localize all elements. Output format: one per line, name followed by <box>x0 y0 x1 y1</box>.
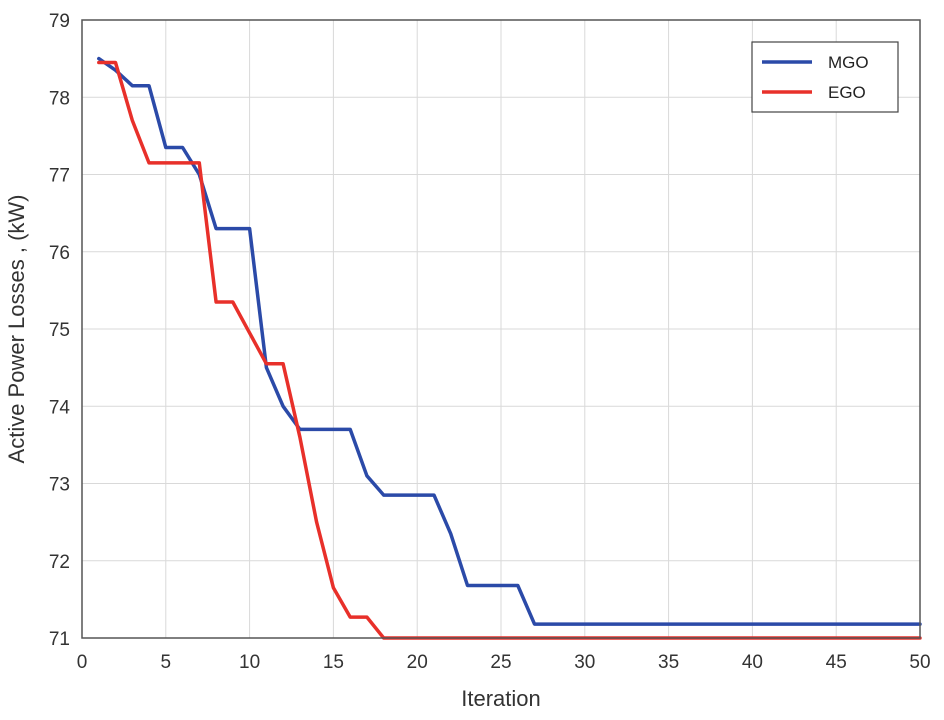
y-tick-label: 75 <box>49 320 70 341</box>
x-tick-label: 25 <box>490 652 511 673</box>
legend-label-mgo: MGO <box>828 53 869 72</box>
x-tick-label: 20 <box>407 652 428 673</box>
x-tick-label: 10 <box>239 652 260 673</box>
y-tick-label: 72 <box>49 552 70 573</box>
y-tick-labels: 71 72 73 74 75 76 77 78 79 <box>49 11 71 650</box>
y-tick-label: 78 <box>49 88 70 109</box>
x-tick-label: 5 <box>161 652 172 673</box>
x-tick-label: 30 <box>574 652 595 673</box>
x-tick-label: 40 <box>742 652 763 673</box>
y-tick-label: 71 <box>49 629 70 650</box>
y-tick-label: 77 <box>49 166 70 187</box>
x-tick-label: 0 <box>77 652 88 673</box>
x-axis-label: Iteration <box>461 686 541 711</box>
series-line-mgo <box>97 56 922 626</box>
y-tick-label: 73 <box>49 475 70 496</box>
y-axis-label: Active Power Losses , (kW) <box>4 195 29 464</box>
y-tick-label: 76 <box>49 243 70 264</box>
plot-frame <box>81 19 921 639</box>
y-tick-label: 79 <box>49 11 70 32</box>
legend-label-ego: EGO <box>828 83 866 102</box>
legend-box <box>751 41 899 113</box>
x-tick-label: 15 <box>323 652 344 673</box>
y-tick-label: 74 <box>49 397 71 418</box>
x-tick-label: 50 <box>909 652 930 673</box>
x-tick-label: 35 <box>658 652 679 673</box>
x-tick-labels: 0 5 10 15 20 25 30 35 40 45 50 <box>77 652 931 673</box>
x-tick-label: 45 <box>826 652 847 673</box>
legend: MGO EGO <box>751 41 899 113</box>
